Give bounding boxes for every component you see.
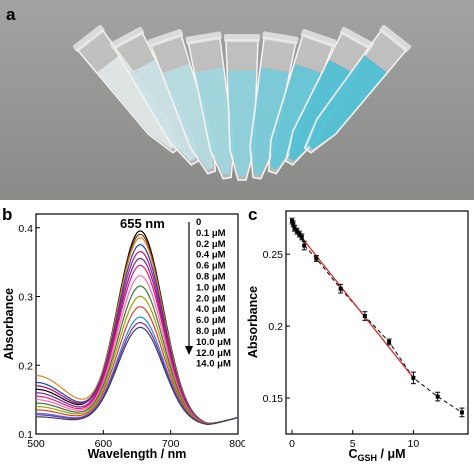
tube-solution	[270, 63, 322, 170]
tube-cap-ring	[339, 26, 374, 50]
tube-solution	[162, 63, 214, 170]
legend-entry: 10.0 μM	[196, 337, 231, 348]
legend-entry: 0.8 μM	[196, 272, 226, 283]
tube-cap-ring	[379, 24, 412, 52]
legend-entry: 6.0 μM	[196, 315, 226, 326]
tubes-photo: a	[0, 0, 474, 200]
legend-entry: 1.0 μM	[196, 282, 226, 293]
data-point	[302, 243, 307, 248]
tube-cap-ring	[185, 31, 222, 45]
tube	[249, 31, 299, 180]
x-tick-label: 800	[229, 438, 245, 450]
tube-cap-ring	[147, 29, 184, 48]
calibration-chart: 0 5 10 0.15 0.2 0.25 c CGSH / μM Absorbance	[246, 205, 469, 463]
y-tick-label: 0.1	[18, 429, 33, 441]
dashed-fit-line	[291, 220, 463, 413]
tube	[284, 26, 374, 166]
data-point	[387, 339, 392, 344]
data-point	[291, 221, 296, 226]
tube-solution	[130, 59, 196, 161]
y-tick-label: 0.2	[268, 321, 283, 333]
tube	[185, 31, 235, 180]
legend-entry: 14.0 μM	[196, 359, 231, 370]
data-point	[314, 256, 319, 261]
data-point	[435, 394, 440, 399]
tube-cap-ring	[300, 29, 337, 48]
y-tick-label: 0.4	[18, 223, 33, 235]
legend-entry: 8.0 μM	[196, 326, 226, 337]
spectra-ylabel: Absorbance	[2, 288, 16, 360]
legend-entry: 0.1 μM	[196, 228, 226, 239]
y-tick-label: 0.3	[18, 292, 33, 304]
tube-solution	[97, 55, 177, 150]
y-tick-label: 0.15	[263, 393, 284, 405]
data-point	[338, 286, 343, 291]
panel-c-label: c	[248, 205, 257, 224]
tube-solution	[195, 67, 234, 175]
tube-solution	[307, 55, 387, 150]
x-tick-label: 5	[350, 438, 356, 450]
calibration-axes: 0 5 10 0.15 0.2 0.25	[263, 249, 420, 450]
tube-solution	[228, 70, 256, 176]
x-tick-label: 10	[408, 438, 420, 450]
spectra-curves	[35, 230, 239, 425]
panel-b-label: b	[2, 205, 12, 224]
tube-solution	[250, 67, 289, 175]
peak-annotation: 655 nm	[120, 216, 165, 231]
x-tick-label: 700	[162, 438, 180, 450]
panel-a-label: a	[6, 5, 16, 24]
tube	[267, 29, 337, 175]
legend-entry: 0.4 μM	[196, 250, 226, 261]
x-tick-label: 500	[27, 438, 45, 450]
spectra-legend: 00.1 μM0.2 μM0.4 μM0.6 μM0.8 μM1.0 μM2.0…	[196, 217, 231, 370]
tube	[147, 29, 217, 175]
y-tick-label: 0.25	[263, 249, 284, 261]
trend-arrow-head	[185, 346, 193, 355]
spectra-xlabel: Wavelength / nm	[88, 447, 187, 461]
legend-entry: 0.2 μM	[196, 239, 226, 250]
tube-cap-ring	[262, 31, 299, 45]
tube-cap-ring	[224, 34, 260, 42]
calibration-fits	[291, 220, 463, 413]
spectra-axes: 500 600 700 800 0.1 0.2 0.3 0.4	[18, 223, 245, 450]
calibration-ylabel: Absorbance	[246, 286, 260, 358]
tube-group	[72, 24, 412, 181]
calibration-xlabel: CGSH / μM	[348, 447, 405, 463]
data-point	[459, 410, 464, 415]
y-tick-label: 0.2	[18, 360, 33, 372]
data-point	[411, 375, 416, 380]
spectrum-line	[36, 326, 239, 425]
legend-entry: 2.0 μM	[196, 293, 226, 304]
calibration-plot-frame	[285, 210, 469, 435]
calibration-points	[289, 217, 465, 418]
legend-entry: 4.0 μM	[196, 304, 226, 315]
tube	[303, 24, 412, 154]
data-point	[299, 234, 304, 239]
legend-entry: 0.6 μM	[196, 261, 226, 272]
tube-cap-ring	[72, 24, 105, 52]
linear-fit-line	[291, 224, 414, 379]
legend-entry: 12.0 μM	[196, 348, 231, 359]
spectra-plot-frame	[35, 213, 239, 435]
legend-entry: 0	[196, 217, 201, 228]
x-tick-label: 0	[289, 438, 295, 450]
tube	[110, 26, 200, 166]
data-point	[362, 314, 367, 319]
tube-solution	[288, 59, 354, 161]
tube-cap-ring	[110, 26, 145, 50]
x-tick-label: 600	[95, 438, 113, 450]
